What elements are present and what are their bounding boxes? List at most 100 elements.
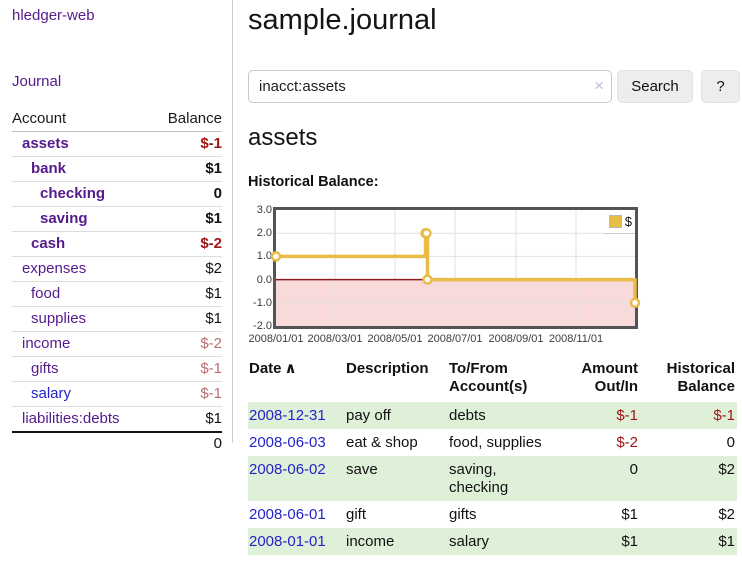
transaction-balance: $1 xyxy=(718,533,735,550)
y-tick-label: 3.0 xyxy=(256,204,272,216)
transaction-amount: $1 xyxy=(621,533,638,550)
account-link-saving[interactable]: saving xyxy=(40,210,88,227)
account-row: gifts $-1 xyxy=(12,356,222,382)
transaction-description: save xyxy=(346,461,378,478)
account-balance: $1 xyxy=(151,206,222,232)
transaction-accounts: debts xyxy=(449,407,486,424)
transaction-accounts: gifts xyxy=(449,506,477,523)
amount-column-header: Amount Out/In xyxy=(581,360,638,395)
transaction-date-link[interactable]: 2008-06-02 xyxy=(249,461,326,478)
account-balance: $-1 xyxy=(151,381,222,407)
transaction-balance: $-1 xyxy=(713,407,735,424)
transaction-amount: $1 xyxy=(621,506,638,523)
account-row: supplies $1 xyxy=(12,306,222,332)
search-button[interactable]: Search xyxy=(617,70,693,103)
transaction-description: gift xyxy=(346,506,367,523)
transaction-row: 2008-06-03 eat & shop food, supplies $-2… xyxy=(248,429,737,456)
account-row: checking 0 xyxy=(12,181,222,207)
balance-column-header: Balance xyxy=(151,110,222,132)
account-balance: $-1 xyxy=(151,131,222,157)
transaction-accounts: salary xyxy=(449,533,490,550)
register: Date ∧ Description To/From Account(s) Amo… xyxy=(248,360,737,555)
search-form: × Search ? xyxy=(248,70,742,103)
sort-ascending-icon: ∧ xyxy=(284,360,297,377)
chart-y-axis: 3.0 2.0 1.0 0.0 -1.0 -2.0 xyxy=(248,204,272,337)
account-row: assets $-1 xyxy=(12,131,222,157)
clear-search-icon[interactable]: × xyxy=(594,76,604,95)
transaction-row: 2008-06-01 gift gifts $1 $2 xyxy=(248,501,737,528)
account-link-checking[interactable]: checking xyxy=(40,185,106,202)
account-link-expenses[interactable]: expenses xyxy=(22,260,87,277)
account-row: salary $-1 xyxy=(12,381,222,407)
transaction-description: income xyxy=(346,533,395,550)
account-balance: 0 xyxy=(151,181,222,207)
account-balance: $-2 xyxy=(151,231,222,257)
transaction-balance: $2 xyxy=(718,506,735,523)
accounts-total-row: 0 xyxy=(12,432,222,456)
date-column-header[interactable]: Date ∧ xyxy=(249,360,297,377)
transaction-row: 2008-12-31 pay off debts $-1 $-1 xyxy=(248,402,737,429)
register-table: Date ∧ Description To/From Account(s) Amo… xyxy=(248,360,737,555)
transaction-accounts: food, supplies xyxy=(449,434,542,451)
transaction-balance: $2 xyxy=(718,461,735,478)
account-row: income $-2 xyxy=(12,331,222,357)
transaction-date-link[interactable]: 2008-06-01 xyxy=(249,506,326,523)
account-row: cash $-2 xyxy=(12,231,222,257)
account-link-gifts[interactable]: gifts xyxy=(31,360,59,377)
y-tick-label: 1.0 xyxy=(256,250,272,263)
account-row: bank $1 xyxy=(12,156,222,182)
app-brand-link[interactable]: hledger-web xyxy=(12,7,95,24)
x-tick-label: 2008/07/01 xyxy=(427,333,483,345)
transaction-date-link[interactable]: 2008-01-01 xyxy=(249,533,326,550)
account-balance: $-2 xyxy=(151,331,222,357)
account-balance: $2 xyxy=(151,256,222,282)
accounts-total-balance: 0 xyxy=(213,435,222,452)
account-link-salary[interactable]: salary xyxy=(31,385,72,402)
y-tick-label: 0.0 xyxy=(256,273,272,286)
account-link-income[interactable]: income xyxy=(22,335,71,352)
account-balance: $1 xyxy=(151,281,222,307)
x-tick-label: 2008/01/01 xyxy=(248,333,304,345)
chart-legend: $ xyxy=(602,210,635,234)
account-link-bank[interactable]: bank xyxy=(31,160,67,177)
x-tick-label: 2008/11/01 xyxy=(548,333,604,345)
account-heading: assets xyxy=(248,124,318,151)
transaction-amount: $-2 xyxy=(616,434,638,451)
account-link-food[interactable]: food xyxy=(31,285,61,302)
search-input[interactable] xyxy=(248,70,612,103)
account-row: liabilities:debts $1 xyxy=(12,406,222,433)
y-tick-label: -2.0 xyxy=(253,320,272,332)
account-link-supplies[interactable]: supplies xyxy=(31,310,87,327)
legend-swatch-icon xyxy=(608,215,622,228)
y-tick-label: 2.0 xyxy=(256,227,272,240)
chart-plot-area: $ xyxy=(270,207,641,329)
help-button[interactable]: ? xyxy=(701,70,740,103)
account-row: saving $1 xyxy=(12,206,222,232)
balance-chart: 3.0 2.0 1.0 0.0 -1.0 -2.0 $ 2008/01/01 2008/03… xyxy=(248,204,668,352)
page-title: sample.journal xyxy=(248,4,437,36)
sidebar-item-journal[interactable]: Journal xyxy=(12,73,62,90)
transaction-accounts: saving, checking xyxy=(449,461,509,496)
account-balance: $1 xyxy=(151,406,222,433)
account-link-liabilities-debts[interactable]: liabilities:debts xyxy=(22,410,120,427)
balance-column-header: Historical Balance xyxy=(666,360,735,395)
search-box: × xyxy=(248,70,612,103)
accounts-column-header: To/From Account(s) xyxy=(449,360,528,395)
transaction-description: pay off xyxy=(346,407,391,424)
transaction-date-link[interactable]: 2008-12-31 xyxy=(249,407,326,424)
transaction-date-link[interactable]: 2008-06-03 xyxy=(249,434,326,451)
x-tick-label: 2008/05/01 xyxy=(367,333,423,345)
account-link-cash[interactable]: cash xyxy=(31,235,66,252)
register-header-row: Date ∧ Description To/From Account(s) Amo… xyxy=(248,360,737,402)
transaction-balance: 0 xyxy=(726,434,735,451)
account-row: food $1 xyxy=(12,281,222,307)
x-tick-label: 2008/03/01 xyxy=(307,333,363,345)
description-column-header: Description xyxy=(346,360,429,377)
account-balance: $1 xyxy=(151,156,222,182)
chart-canvas xyxy=(270,210,641,326)
account-link-assets[interactable]: assets xyxy=(22,135,69,152)
transaction-row: 2008-06-02 save saving, checking 0 $2 xyxy=(248,456,737,501)
y-tick-label: -1.0 xyxy=(253,296,272,309)
transaction-amount: 0 xyxy=(629,461,638,478)
sidebar: hledger-web Journal Account Balance asse… xyxy=(0,0,233,452)
